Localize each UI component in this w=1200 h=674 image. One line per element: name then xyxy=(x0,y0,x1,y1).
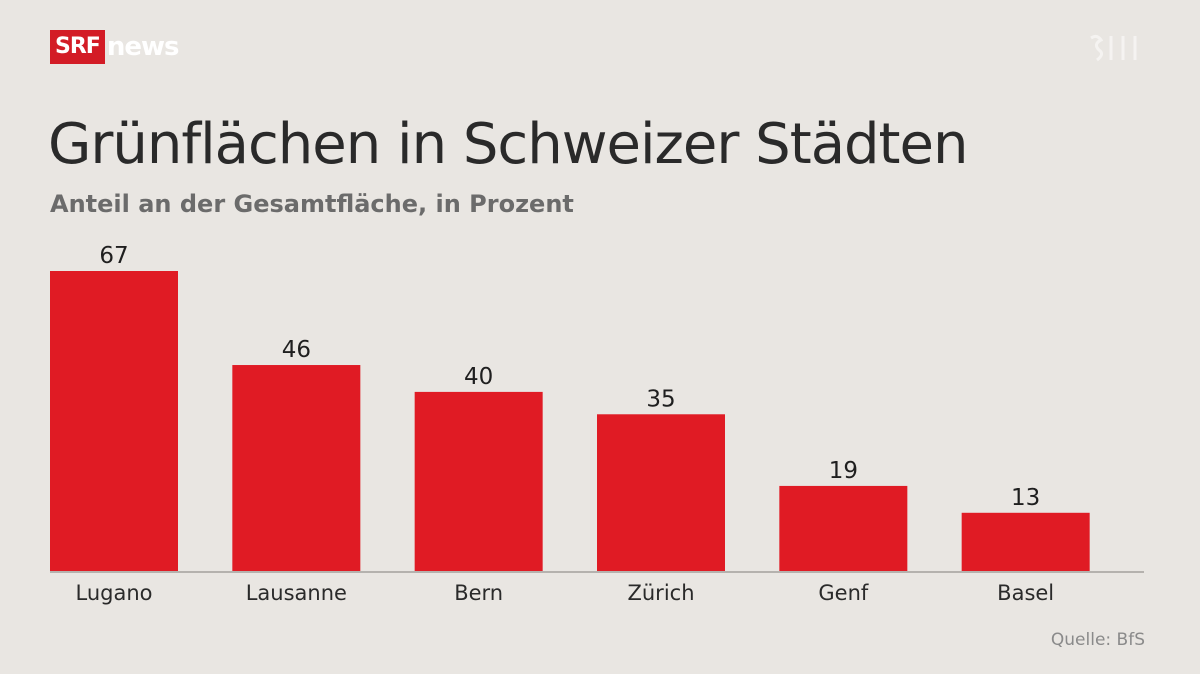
category-label: Lausanne xyxy=(246,581,347,605)
value-label: 40 xyxy=(464,364,493,390)
value-label: 46 xyxy=(282,337,311,363)
value-label: 67 xyxy=(99,243,128,269)
bar-genf xyxy=(779,485,908,571)
bar-lugano xyxy=(50,271,178,571)
logo-text: news xyxy=(106,32,180,62)
category-label: Lugano xyxy=(76,581,153,605)
category-label: Genf xyxy=(818,581,869,605)
chart-subtitle: Anteil an der Gesamtfläche, in Prozent xyxy=(50,190,574,218)
bar-basel xyxy=(961,512,1090,571)
srf-watermark-icon xyxy=(1090,34,1137,62)
value-label: 13 xyxy=(1011,485,1040,511)
category-label: Basel xyxy=(997,581,1054,605)
bar-zürich xyxy=(597,414,725,571)
chart-title: Grünflächen in Schweizer Städten xyxy=(48,112,968,177)
category-label: Bern xyxy=(454,581,503,605)
category-label: Zürich xyxy=(627,581,694,605)
srf-news-logo: SRF news xyxy=(50,30,180,64)
logo-box: SRF xyxy=(50,30,105,64)
bar-bern xyxy=(414,391,543,571)
value-label: 35 xyxy=(646,386,675,412)
bar-lausanne xyxy=(232,365,361,571)
value-label: 19 xyxy=(829,458,858,484)
source-note: Quelle: BfS xyxy=(1050,630,1145,650)
